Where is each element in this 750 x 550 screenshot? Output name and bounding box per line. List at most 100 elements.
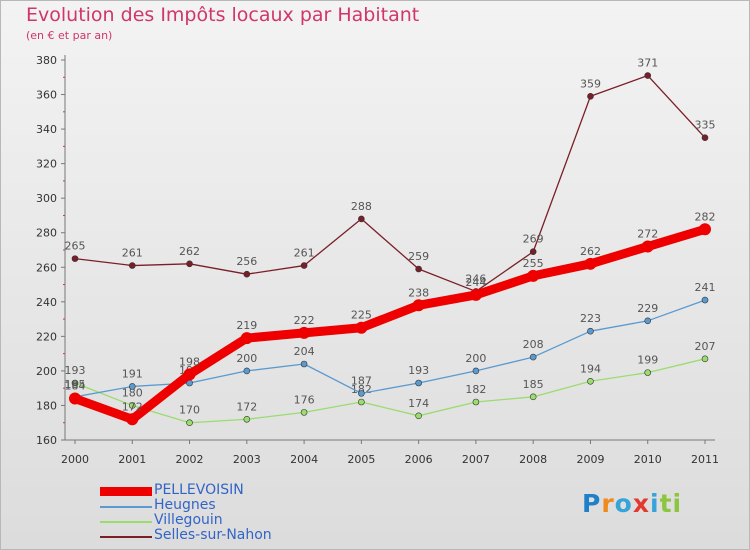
data-point-villegouin	[644, 369, 652, 376]
data-label-selles-sur-nahon: 288	[351, 200, 372, 213]
logo-letter: r	[601, 489, 615, 518]
data-point-pellevoisin	[298, 326, 311, 339]
data-point-villegouin	[415, 412, 422, 420]
logo-letter: i	[650, 489, 660, 518]
data-point-selles-sur-nahon	[71, 255, 79, 262]
data-label-villegouin: 176	[294, 393, 315, 406]
data-point-villegouin	[472, 398, 480, 406]
logo-letter: x	[632, 489, 650, 518]
data-point-pellevoisin	[69, 392, 81, 405]
data-point-selles-sur-nahon	[701, 134, 709, 142]
y-tick-label: 340	[36, 123, 57, 136]
data-point-selles-sur-nahon	[186, 260, 193, 268]
data-label-villegouin: 172	[236, 400, 257, 413]
data-point-villegouin	[300, 409, 308, 416]
data-point-heugnes	[243, 367, 251, 375]
legend-swatch	[100, 536, 152, 538]
data-point-heugnes	[300, 360, 308, 368]
series-line-selles-sur-nahon	[74, 74, 706, 293]
data-label-pellevoisin: 255	[523, 257, 544, 270]
data-point-selles-sur-nahon	[300, 262, 308, 269]
data-label-pellevoisin: 238	[408, 286, 429, 299]
proxiti-logo: Proxiti	[582, 489, 682, 518]
data-label-selles-sur-nahon: 261	[122, 247, 143, 260]
legend-swatch	[100, 487, 152, 496]
x-tick-label: 2002	[176, 453, 204, 466]
data-label-heugnes: 204	[294, 345, 315, 358]
y-tick-label: 360	[36, 89, 57, 102]
data-label-pellevoisin: 172	[122, 400, 143, 413]
data-point-villegouin	[128, 402, 136, 409]
data-label-pellevoisin: 282	[695, 210, 716, 223]
data-label-villegouin: 193	[65, 364, 86, 377]
data-point-pellevoisin	[699, 223, 711, 236]
y-tick-label: 240	[36, 296, 57, 309]
logo-letter: P	[582, 489, 602, 518]
data-label-selles-sur-nahon: 335	[695, 119, 716, 132]
data-label-villegouin: 185	[523, 378, 544, 391]
data-label-selles-sur-nahon: 256	[236, 255, 257, 268]
data-point-heugnes	[472, 367, 480, 375]
data-label-heugnes: 187	[351, 374, 372, 387]
data-label-pellevoisin: 272	[637, 228, 658, 241]
data-label-selles-sur-nahon: 269	[523, 233, 544, 246]
x-tick-label: 2011	[691, 453, 719, 466]
series-line-villegouin	[74, 358, 706, 424]
data-label-selles-sur-nahon: 359	[580, 77, 601, 90]
data-label-pellevoisin: 222	[294, 314, 315, 327]
logo-letter: o	[614, 489, 633, 518]
data-label-heugnes: 200	[236, 352, 257, 365]
data-point-villegouin	[587, 377, 594, 385]
data-point-heugnes	[529, 353, 537, 361]
data-point-heugnes	[587, 327, 594, 335]
data-label-pellevoisin: 244	[465, 276, 486, 289]
logo-letter: t	[659, 489, 673, 518]
data-point-heugnes	[415, 379, 422, 387]
y-tick-label: 300	[36, 192, 57, 205]
data-label-heugnes: 208	[523, 338, 544, 351]
data-point-villegouin	[186, 419, 193, 427]
data-label-villegouin: 170	[179, 404, 200, 417]
data-label-heugnes: 229	[637, 302, 658, 315]
x-tick-label: 2003	[233, 453, 261, 466]
x-tick-label: 2007	[462, 453, 490, 466]
x-tick-label: 2005	[347, 453, 375, 466]
y-tick-label: 180	[36, 399, 57, 412]
data-label-pellevoisin: 198	[179, 355, 200, 368]
data-label-pellevoisin: 219	[236, 319, 257, 332]
series-selles-sur-nahon: 265 261 262 256 261 288 259 246 269 359 371 335	[65, 57, 716, 295]
series-heugnes: 185 191 193 200 204 187 193 200 208 223 229 241	[65, 281, 716, 401]
x-tick-label: 2004	[290, 453, 318, 466]
data-label-heugnes: 193	[408, 364, 429, 377]
data-label-selles-sur-nahon: 371	[637, 57, 658, 70]
series-pellevoisin: 184 172 198 219 222 225 238 244 255 262 272 282	[65, 210, 716, 426]
data-label-villegouin: 174	[408, 397, 429, 410]
data-label-villegouin: 194	[580, 362, 601, 375]
data-label-villegouin: 207	[695, 340, 716, 353]
data-point-heugnes	[358, 390, 365, 397]
legend-label: Villegouin	[154, 512, 223, 528]
y-tick-label: 320	[36, 158, 57, 171]
data-label-heugnes: 223	[580, 312, 601, 325]
data-point-villegouin	[243, 415, 251, 423]
data-point-villegouin	[71, 379, 79, 387]
y-tick-label: 200	[36, 365, 57, 378]
y-tick-label: 280	[36, 227, 57, 240]
data-point-pellevoisin	[183, 368, 196, 381]
x-tick-label: 2000	[61, 453, 89, 466]
data-label-villegouin: 199	[637, 354, 658, 367]
data-label-heugnes: 241	[695, 281, 716, 294]
data-label-heugnes: 191	[122, 367, 143, 380]
data-point-selles-sur-nahon	[128, 262, 136, 269]
data-label-selles-sur-nahon: 259	[408, 250, 429, 263]
data-point-pellevoisin	[240, 332, 253, 345]
data-point-pellevoisin	[527, 269, 540, 282]
data-point-heugnes	[701, 296, 709, 304]
x-tick-label: 2001	[118, 453, 146, 466]
data-label-villegouin: 182	[465, 383, 486, 396]
data-point-pellevoisin	[584, 257, 597, 270]
y-tick-label: 220	[36, 330, 57, 343]
